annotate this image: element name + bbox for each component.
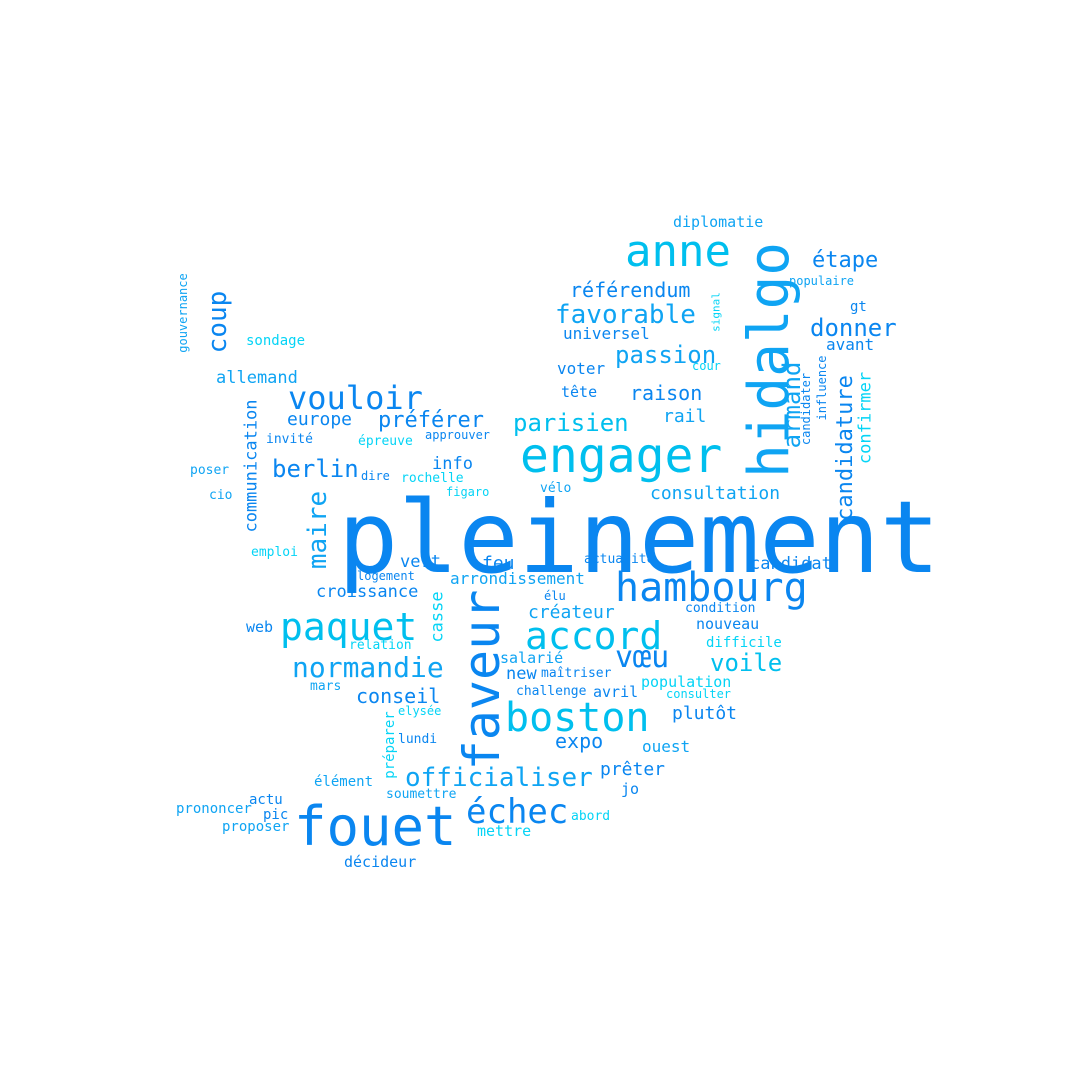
word-gouvernance: gouvernance [176, 273, 190, 353]
word-abord: abord [571, 809, 611, 824]
word-tete: tête [561, 383, 598, 401]
word-actualite: actualité [584, 552, 655, 567]
word-mettre: mettre [477, 822, 532, 840]
word-engager: engager [520, 428, 723, 484]
word-proposer: proposer [222, 819, 290, 835]
word-plutot: plutôt [672, 703, 738, 724]
word-dire: dire [361, 469, 390, 483]
word-candidat: candidat [750, 554, 832, 574]
word-voile: voile [710, 649, 783, 677]
word-influence: influence [815, 355, 829, 421]
word-pleinement: pleinement [338, 479, 941, 596]
word-confirmer: confirmer [855, 371, 876, 465]
word-population: population [641, 673, 732, 691]
word-voter: voter [557, 359, 606, 378]
word-figaro: figaro [446, 485, 490, 499]
word-prononcer: prononcer [176, 801, 252, 817]
word-salarie: salarié [500, 649, 564, 667]
word-soumettre: soumettre [386, 787, 457, 802]
word-casse: casse [427, 591, 448, 643]
word-jo: jo [621, 780, 640, 798]
word-anne: anne [625, 226, 731, 277]
word-rochelle: rochelle [401, 471, 464, 486]
word-actu: actu [249, 792, 283, 808]
word-difficile: difficile [706, 635, 782, 651]
word-consulter: consulter [666, 687, 732, 701]
word-logement: logement [357, 569, 415, 583]
word-rail: rail [663, 406, 707, 427]
word-preter: prêter [600, 759, 666, 780]
word-vouloir: vouloir [288, 379, 423, 417]
word-elysee: elysée [398, 704, 442, 718]
word-poser: poser [190, 463, 230, 478]
word-decideur: décideur [344, 853, 417, 871]
word-maire: maire [303, 490, 333, 570]
word-gt: gt [850, 299, 867, 315]
word-info: info [432, 454, 473, 474]
word-consultation: consultation [650, 483, 781, 504]
word-berlin: berlin [272, 455, 359, 483]
word-preferer: préférer [378, 408, 484, 433]
word-fouet: fouet [294, 795, 457, 858]
word-referendum: référendum [570, 278, 691, 302]
word-populaire: populaire [789, 274, 855, 288]
word-approuver: approuver [425, 428, 491, 442]
word-avril: avril [593, 683, 639, 701]
word-candidature: candidature [833, 375, 858, 521]
word-candidater: candidater [799, 372, 813, 446]
word-communication: communication [241, 399, 262, 533]
word-etape: étape [812, 248, 879, 273]
word-condition: condition [685, 601, 756, 616]
word-element: élément [314, 774, 374, 790]
word-lundi: lundi [398, 732, 438, 747]
word-signal: signal [709, 292, 723, 332]
word-accord: accord [525, 614, 663, 658]
word-sondage: sondage [246, 333, 306, 349]
word-raison: raison [630, 381, 703, 405]
word-feu: feu [482, 553, 515, 574]
word-diplomatie: diplomatie [673, 213, 764, 231]
word-croissance: croissance [316, 582, 419, 602]
word-maitriser: maîtriser [541, 666, 612, 681]
word-epreuve: épreuve [358, 434, 413, 449]
word-expo: expo [555, 729, 604, 753]
word-web: web [246, 618, 274, 636]
word-favorable: favorable [555, 300, 696, 330]
word-parisien: parisien [513, 409, 629, 437]
word-echec: échec [466, 792, 569, 832]
word-allemand: allemand [216, 368, 298, 388]
word-vert: vert [400, 552, 441, 572]
word-nouveau: nouveau [696, 615, 760, 633]
word-avant: avant [826, 335, 875, 354]
word-boston: boston [505, 695, 650, 741]
word-challenge: challenge [516, 684, 587, 699]
word-elu: élu [544, 589, 566, 603]
word-universel: universel [563, 324, 650, 343]
word-cio: cio [209, 488, 233, 503]
word-voeu: vœu [615, 640, 670, 675]
word-europe: europe [287, 409, 353, 430]
word-arrondissement: arrondissement [450, 569, 585, 588]
word-hambourg: hambourg [615, 565, 808, 611]
word-relation: relation [349, 638, 412, 653]
word-paquet: paquet [280, 605, 418, 649]
word-donner: donner [810, 314, 897, 342]
word-pic: pic [263, 807, 289, 823]
word-velo: vélo [540, 481, 572, 496]
word-emploi: emploi [251, 545, 298, 560]
word-faveur: faveur [453, 589, 511, 771]
word-createur: créateur [528, 602, 615, 623]
word-coup: coup [203, 290, 233, 354]
word-normandie: normandie [292, 651, 444, 684]
word-mars: mars [310, 679, 342, 694]
word-preparer: préparer [382, 711, 398, 779]
word-passion: passion [615, 341, 717, 369]
word-cour: cour [692, 359, 721, 373]
word-invite: invité [266, 432, 313, 447]
word-new: new [506, 664, 537, 684]
word-conseil: conseil [356, 684, 441, 708]
word-ouest: ouest [642, 737, 691, 756]
word-officialiser: officialiser [405, 763, 593, 793]
